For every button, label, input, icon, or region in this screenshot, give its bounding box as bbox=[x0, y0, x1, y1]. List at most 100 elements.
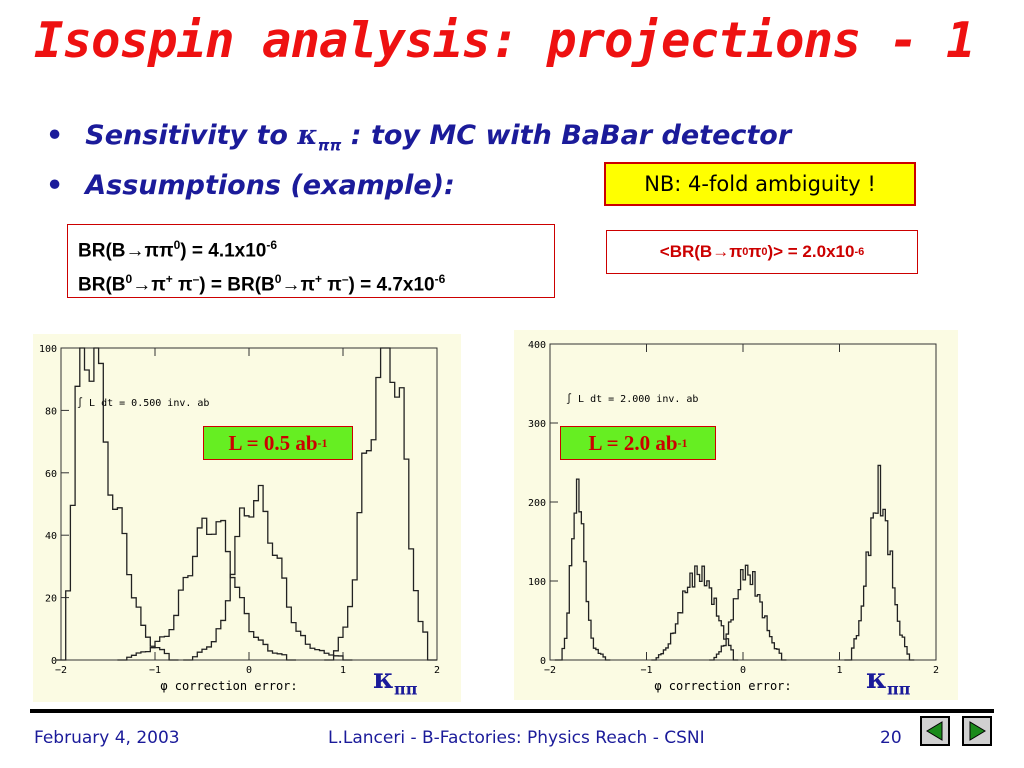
previous-slide-button[interactable] bbox=[920, 716, 950, 746]
x-tick-label: 0 bbox=[740, 665, 746, 676]
br-sup: – bbox=[341, 272, 349, 287]
footer-title: L.Lanceri - B-Factories: Physics Reach -… bbox=[328, 728, 705, 748]
br-pi0pi0-box: <BR(B →π 0 π 0)> = 2.0x10 -6 bbox=[606, 230, 918, 274]
histogram-series-3 bbox=[324, 347, 437, 661]
luminosity-exponent: -1 bbox=[677, 435, 688, 450]
br-sup: 0 bbox=[742, 246, 749, 258]
br-sup: 0 bbox=[761, 246, 768, 258]
bullet-text-post: : toy MC with BaBar detector bbox=[341, 120, 792, 151]
luminosity-annotation: ∫ L dt = 0.500 inv. ab bbox=[77, 397, 209, 409]
histogram-panel-1: −2 −1 0 1 2 0 20 40 60 80 100 ∫ L dt = 0.500 inv. a… bbox=[33, 334, 461, 702]
x-tick-label: 2 bbox=[434, 665, 440, 676]
luminosity-label-1: L = 0.5 ab -1 bbox=[203, 426, 353, 460]
x-tick-label: 1 bbox=[836, 665, 842, 676]
luminosity-label-2: L = 2.0 ab -1 bbox=[560, 426, 716, 460]
kappa-symbol: κ bbox=[373, 662, 394, 695]
footer-divider bbox=[30, 709, 994, 713]
footer-date: February 4, 2003 bbox=[34, 728, 180, 748]
y-tick-label: 400 bbox=[528, 340, 546, 351]
br-line-1: BR(B→ππ0) = 4.1x10-6 bbox=[78, 231, 544, 265]
histogram-panel-2: −2 −1 0 1 2 0 100 200 300 400 ∫ L dt = 2.000 inv. … bbox=[514, 330, 958, 700]
kappa-symbol: κ bbox=[297, 120, 318, 151]
x-tick-label: −1 bbox=[149, 665, 161, 676]
luminosity-annotation: ∫ L dt = 2.000 inv. ab bbox=[566, 393, 698, 405]
br-text: BR(B bbox=[78, 240, 126, 262]
x-tick-label: −2 bbox=[544, 665, 556, 676]
y-tick-label: 0 bbox=[540, 656, 546, 667]
br-line-2: BR(B0→π+ π–) = BR(B0→π+ π–) = 4.7x10-6 bbox=[78, 265, 544, 299]
bullet-dot: • bbox=[46, 120, 64, 151]
bullet-sensitivity: • Sensitivity to κππ : toy MC with BaBar … bbox=[46, 120, 791, 154]
histogram-series-0 bbox=[554, 478, 611, 661]
br-exponent: -6 bbox=[854, 246, 865, 258]
br-text: →π bbox=[125, 240, 160, 262]
x-tick-label: 2 bbox=[933, 665, 939, 676]
kappa-axis-label-1: κππ bbox=[373, 662, 417, 699]
luminosity-text: L = 0.5 ab bbox=[228, 430, 318, 455]
y-tick-label: 200 bbox=[528, 498, 546, 509]
previous-button-face bbox=[922, 718, 948, 744]
y-tick-label: 0 bbox=[51, 656, 57, 667]
page-number: 20 bbox=[880, 728, 902, 748]
bullet-text-pre: Sensitivity to bbox=[85, 120, 298, 151]
br-text: <BR(B bbox=[659, 242, 713, 261]
br-text: ) = 4.1x10 bbox=[180, 240, 267, 262]
x-tick-label: 0 bbox=[246, 665, 252, 676]
br-text: →π bbox=[132, 274, 166, 296]
br-text: π bbox=[748, 242, 762, 261]
x-axis-label: φ correction error: bbox=[160, 679, 297, 693]
nb-note-box: NB: 4-fold ambiguity ! bbox=[604, 162, 916, 206]
br-text: →π bbox=[712, 242, 743, 261]
bullet-assumptions: • Assumptions (example): bbox=[46, 170, 455, 201]
kappa-subscript: ππ bbox=[317, 136, 342, 155]
arrow-left-icon bbox=[926, 721, 943, 741]
br-text: π bbox=[172, 274, 193, 296]
histogram-series-2 bbox=[709, 564, 787, 661]
x-axis-label: φ correction error: bbox=[654, 679, 791, 693]
histogram-series-2 bbox=[183, 484, 353, 661]
kappa-symbol: κ bbox=[866, 662, 887, 695]
histogram-series-0 bbox=[56, 347, 179, 661]
br-sup: 0 bbox=[173, 238, 181, 252]
br-text: ) = BR(B bbox=[199, 274, 275, 296]
next-button-face bbox=[964, 718, 990, 744]
histogram-series-1 bbox=[651, 565, 739, 661]
br-exponent: -6 bbox=[266, 238, 278, 252]
kappa-subscript: ππ bbox=[887, 679, 911, 699]
br-text: ) = 4.7x10 bbox=[348, 274, 435, 296]
br-sup: 0 bbox=[125, 272, 133, 287]
histogram-2: −2 −1 0 1 2 0 100 200 300 400 ∫ L dt = 2.000 inv. … bbox=[528, 340, 939, 693]
histogram-series-3 bbox=[844, 464, 915, 661]
br-sup: + bbox=[165, 272, 173, 287]
br-exponent: -6 bbox=[434, 272, 446, 287]
br-text: π bbox=[322, 274, 342, 296]
luminosity-text: L = 2.0 ab bbox=[588, 430, 678, 455]
arrow-right-icon bbox=[969, 721, 986, 741]
bullet-dot: • bbox=[46, 170, 64, 201]
br-sup: + bbox=[314, 272, 322, 287]
br-sup: 0 bbox=[274, 272, 282, 287]
histogram-series-1 bbox=[117, 517, 296, 661]
y-tick-label: 40 bbox=[45, 531, 57, 542]
y-tick-label: 100 bbox=[528, 577, 546, 588]
kappa-subscript: ππ bbox=[394, 679, 418, 699]
branching-ratio-box: BR(B→ππ0) = 4.1x10-6 BR(B0→π+ π–) = BR(B… bbox=[67, 224, 555, 298]
slide-title: Isospin analysis: projections - 1 bbox=[34, 12, 976, 69]
bullet-text: Assumptions (example): bbox=[85, 170, 455, 201]
y-tick-label: 100 bbox=[39, 344, 57, 355]
br-text: )> = 2.0x10 bbox=[767, 242, 855, 261]
kappa-axis-label-2: κππ bbox=[866, 662, 910, 699]
x-tick-label: −2 bbox=[55, 665, 67, 676]
y-tick-label: 20 bbox=[45, 594, 57, 605]
x-tick-label: −1 bbox=[640, 665, 652, 676]
br-text: →π bbox=[281, 274, 315, 296]
y-tick-label: 60 bbox=[45, 469, 57, 480]
next-slide-button[interactable] bbox=[962, 716, 992, 746]
br-text: π bbox=[159, 240, 174, 262]
luminosity-exponent: -1 bbox=[317, 435, 328, 450]
br-text: BR(B bbox=[78, 274, 126, 296]
x-tick-label: 1 bbox=[340, 665, 346, 676]
y-tick-label: 80 bbox=[45, 406, 57, 417]
br-sup: – bbox=[192, 272, 200, 287]
